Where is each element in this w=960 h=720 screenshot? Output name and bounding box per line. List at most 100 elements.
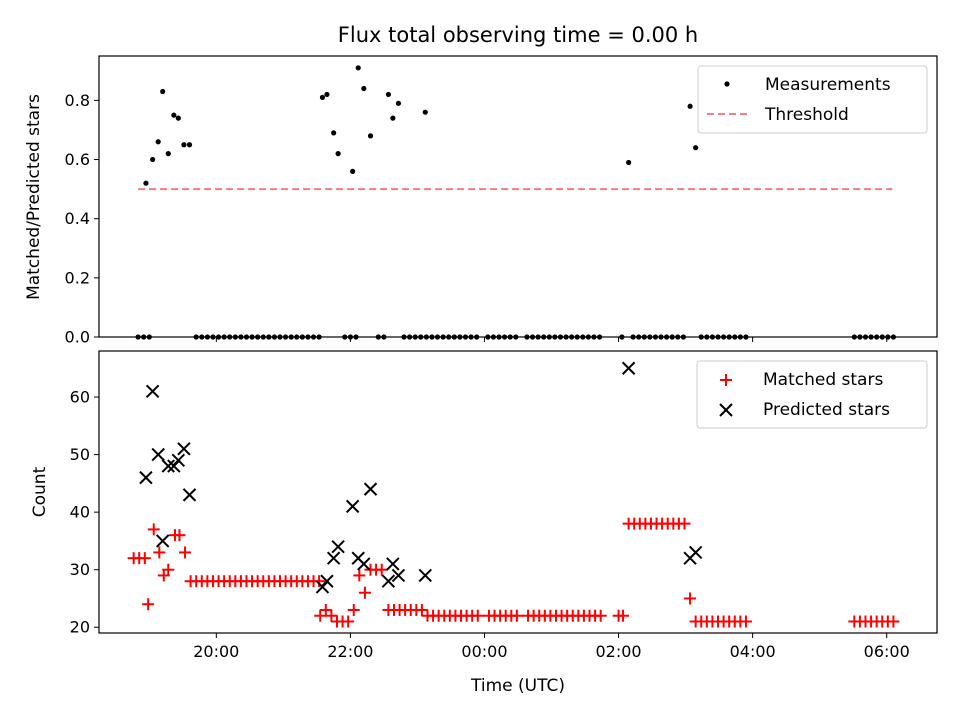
matched-star-point — [162, 563, 175, 576]
matched-star-point — [142, 598, 155, 611]
x-tick-label: 22:00 — [327, 642, 373, 661]
legend-predicted-marker — [719, 403, 733, 417]
measurement-point — [422, 109, 428, 115]
bottom-panel-y-axis-label: Count — [30, 466, 50, 517]
matched-star-point — [510, 609, 523, 622]
legend-measurements-label: Measurements — [765, 75, 891, 95]
predicted-star-point — [688, 545, 703, 560]
matched-star-point — [314, 609, 327, 622]
matched-star-point — [375, 563, 388, 576]
predicted-star-point — [326, 551, 341, 565]
predicted-star-point — [171, 453, 186, 468]
predicted-star-point — [155, 534, 170, 548]
predicted-star-point — [386, 557, 400, 571]
measurement-point — [143, 180, 149, 186]
predicted-star-point — [182, 488, 197, 502]
predicted-star-point — [357, 557, 371, 571]
top-legend: Measurements Threshold — [697, 65, 928, 134]
measurement-point — [350, 168, 356, 174]
predicted-star-point — [381, 574, 396, 588]
measurement-point — [385, 91, 391, 98]
measurement-point — [150, 156, 156, 163]
bottom-y-tick-label: 40 — [70, 503, 90, 522]
bottom-y-tick-label: 60 — [70, 388, 90, 407]
matched-star-point — [684, 592, 697, 605]
measurement-point — [335, 151, 341, 157]
x-tick-label: 02:00 — [596, 642, 642, 661]
x-tick-label: 04:00 — [730, 642, 776, 661]
matched-star-point — [347, 603, 360, 616]
matched-star-point — [173, 529, 186, 542]
bottom-y-tick-label: 30 — [70, 560, 90, 579]
measurement-point — [165, 151, 171, 157]
measurement-point — [367, 133, 374, 139]
predicted-star-point — [139, 470, 153, 485]
matched-star-point — [471, 609, 484, 622]
predicted-star-point — [320, 574, 334, 588]
predicted-star-point — [145, 384, 160, 398]
matched-star-point — [319, 603, 332, 616]
legend-threshold-label: Threshold — [764, 105, 849, 125]
matched-star-point — [739, 615, 752, 628]
measurement-point — [171, 112, 177, 118]
bottom-y-tick-label: 50 — [70, 445, 90, 464]
top-panel-y-axis-label: Matched/Predicted stars — [24, 94, 44, 300]
x-tick-label: 00:00 — [461, 642, 507, 661]
measurement-point — [361, 85, 367, 92]
matched-star-point — [887, 615, 900, 628]
predicted-star-point — [363, 482, 378, 496]
matched-star-point — [179, 546, 192, 559]
bottom-legend: Matched stars Predicted stars — [696, 360, 928, 429]
matched-star-point — [358, 586, 371, 599]
matched-star-point — [617, 609, 630, 622]
predicted-star-point — [177, 442, 191, 456]
measurement-point — [626, 159, 632, 166]
legend-matched-label: Matched stars — [763, 370, 883, 390]
matched-star-point — [138, 552, 151, 565]
predicted-star-point — [621, 361, 636, 375]
predicted-star-point — [418, 568, 432, 583]
matched-star-point — [325, 609, 338, 622]
bottom-y-tick-label: 20 — [70, 618, 90, 637]
top-panel-title: Flux total observing time = 0.00 h — [338, 23, 698, 47]
top-legend-box — [697, 65, 928, 134]
bottom-legend-box — [696, 360, 928, 429]
measurement-point — [687, 103, 693, 109]
legend-matched-marker — [720, 374, 732, 386]
matched-star-point — [147, 523, 160, 536]
measurement-point — [355, 65, 361, 71]
x-tick-label: 06:00 — [864, 642, 910, 661]
measurement-point — [186, 142, 193, 148]
predicted-star-point — [345, 499, 360, 514]
x-tick-label: 20:00 — [193, 642, 239, 661]
top-y-tick-label: 0.2 — [65, 268, 90, 287]
matched-star-point — [415, 603, 428, 616]
top-y-tick-label: 0.0 — [65, 328, 90, 347]
matched-star-point — [313, 575, 326, 588]
measurement-point — [181, 142, 187, 148]
bottom-panel-plot-area — [127, 361, 900, 628]
legend-predicted-label: Predicted stars — [763, 400, 890, 420]
x-axis-label: Time (UTC) — [470, 676, 565, 696]
matched-star-point — [678, 517, 691, 530]
measurement-point — [155, 139, 161, 145]
top-panel-frame — [98, 55, 938, 338]
matched-star-point — [594, 609, 607, 622]
bottom-panel-frame — [98, 350, 938, 634]
predicted-star-point — [161, 459, 175, 473]
top-y-tick-label: 0.6 — [65, 150, 90, 169]
measurement-point — [160, 88, 166, 95]
measurement-point — [319, 94, 326, 101]
predicted-star-point — [151, 447, 165, 462]
top-y-tick-label: 0.8 — [65, 91, 90, 110]
measurement-point — [390, 115, 396, 121]
top-y-tick-label: 0.4 — [65, 209, 90, 228]
measurement-point — [324, 91, 330, 98]
measurement-point — [395, 100, 402, 106]
measurement-point — [331, 130, 337, 136]
legend-measurements-marker — [724, 81, 730, 87]
measurement-point — [693, 145, 699, 151]
matched-star-point — [153, 546, 166, 559]
predicted-star-point — [331, 539, 345, 554]
